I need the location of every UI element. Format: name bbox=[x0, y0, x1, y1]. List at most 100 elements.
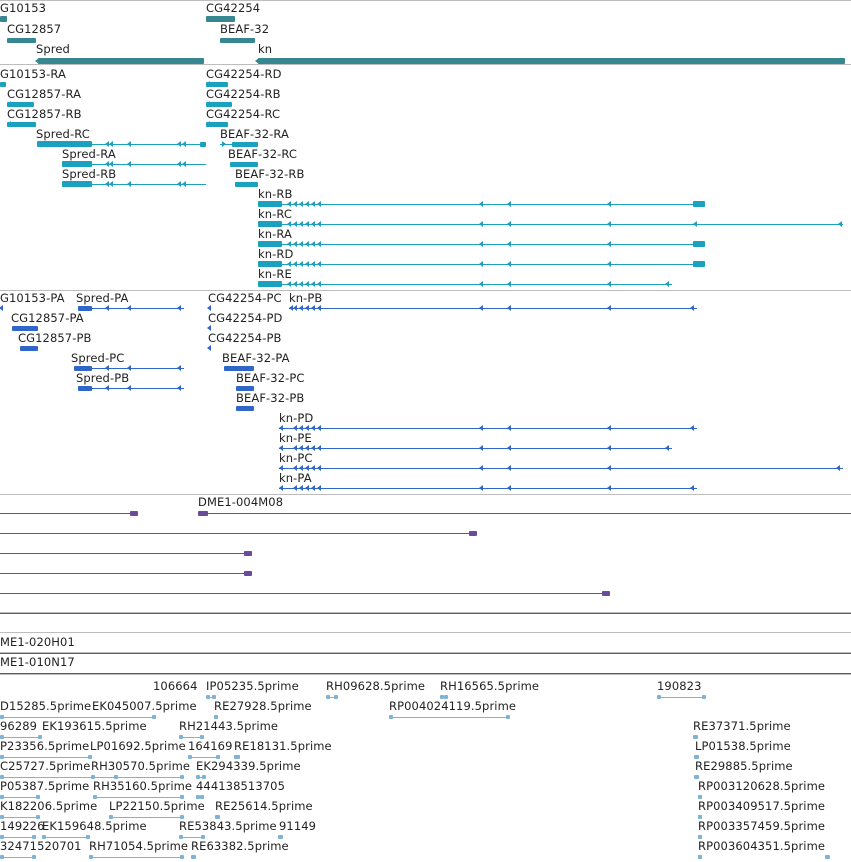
feature-label[interactable]: RH09628.5prime bbox=[326, 679, 426, 693]
feature-label[interactable]: CG12857-PA bbox=[11, 311, 84, 325]
gene-block[interactable] bbox=[258, 58, 845, 64]
est-end[interactable] bbox=[179, 735, 183, 739]
feature-line[interactable] bbox=[0, 593, 610, 594]
feature-line[interactable] bbox=[0, 837, 36, 838]
est-end[interactable] bbox=[440, 695, 444, 699]
feature-line[interactable] bbox=[0, 777, 118, 778]
feature-label[interactable]: LP22150.5prime bbox=[109, 799, 205, 813]
feature-label[interactable]: 32471520701 bbox=[0, 839, 82, 853]
feature-label[interactable]: kn-RA bbox=[258, 227, 292, 241]
est-end[interactable] bbox=[657, 695, 661, 699]
est-end[interactable] bbox=[698, 815, 702, 819]
est-end[interactable] bbox=[32, 835, 36, 839]
feature-label[interactable]: RE27928.5prime bbox=[214, 699, 312, 713]
clone-end[interactable] bbox=[469, 531, 477, 536]
feature-label[interactable]: RH16565.5prime bbox=[440, 679, 540, 693]
est-end[interactable] bbox=[180, 815, 184, 819]
est-end[interactable] bbox=[0, 715, 4, 719]
feature-label[interactable]: C25727.5prime bbox=[0, 759, 91, 773]
feature-label[interactable]: P05387.5prime bbox=[0, 779, 90, 793]
est-end[interactable] bbox=[0, 815, 4, 819]
exon-block[interactable] bbox=[258, 241, 282, 247]
feature-label[interactable]: IP05235.5prime bbox=[206, 679, 299, 693]
feature-label[interactable]: kn-PA bbox=[279, 471, 312, 485]
est-end[interactable] bbox=[334, 695, 338, 699]
feature-line[interactable] bbox=[93, 797, 184, 798]
feature-label[interactable]: kn-RC bbox=[258, 207, 293, 221]
est-end[interactable] bbox=[36, 815, 40, 819]
feature-label[interactable]: K182206.5prime bbox=[0, 799, 98, 813]
exon-block[interactable] bbox=[693, 261, 705, 267]
exon-block[interactable] bbox=[62, 181, 92, 187]
feature-label[interactable]: Spred-RB bbox=[62, 167, 117, 181]
gene-block[interactable] bbox=[38, 58, 204, 64]
feature-label[interactable]: RE25614.5prime bbox=[215, 799, 313, 813]
exon-block[interactable] bbox=[232, 142, 258, 147]
est-end[interactable] bbox=[0, 775, 4, 779]
feature-line[interactable] bbox=[289, 308, 697, 309]
est-end[interactable] bbox=[196, 795, 200, 799]
feature-label[interactable]: BEAF-32-PB bbox=[236, 391, 305, 405]
feature-label[interactable]: RE63382.5prime bbox=[191, 839, 289, 853]
feature-line[interactable] bbox=[279, 448, 672, 449]
est-end[interactable] bbox=[91, 775, 95, 779]
feature-label[interactable]: Spred-PC bbox=[71, 351, 125, 365]
feature-label[interactable]: RP003357459.5prime bbox=[698, 819, 826, 833]
est-end[interactable] bbox=[180, 775, 184, 779]
feature-label[interactable]: D15285.5prime bbox=[0, 699, 92, 713]
feature-label[interactable]: CG42254-PB bbox=[208, 331, 282, 345]
clone-end[interactable] bbox=[244, 571, 252, 576]
exon-block[interactable] bbox=[62, 161, 92, 167]
feature-label[interactable]: EK193615.5prime bbox=[42, 719, 147, 733]
exon-block[interactable] bbox=[236, 386, 254, 391]
feature-line[interactable] bbox=[0, 857, 36, 858]
feature-line[interactable] bbox=[220, 144, 232, 145]
feature-label[interactable]: RP003409517.5prime bbox=[698, 799, 826, 813]
feature-label[interactable]: CG12857-RA bbox=[7, 87, 82, 101]
est-end[interactable] bbox=[179, 835, 183, 839]
est-end[interactable] bbox=[444, 695, 448, 699]
feature-label[interactable]: BEAF-32-PC bbox=[236, 371, 305, 385]
feature-label[interactable]: BEAF-32-PA bbox=[222, 351, 290, 365]
est-end[interactable] bbox=[702, 695, 706, 699]
feature-line[interactable] bbox=[188, 757, 220, 758]
feature-label[interactable]: kn-RD bbox=[258, 247, 294, 261]
feature-label[interactable]: CG42254-PD bbox=[208, 311, 283, 325]
feature-label[interactable]: ME1-010N17 bbox=[0, 655, 75, 669]
est-end[interactable] bbox=[694, 755, 698, 759]
feature-line[interactable] bbox=[279, 468, 843, 469]
feature-label[interactable]: 164169 bbox=[188, 739, 233, 753]
feature-label[interactable]: CG42254-RC bbox=[206, 107, 281, 121]
exon-block[interactable] bbox=[78, 306, 92, 311]
est-end[interactable] bbox=[206, 695, 210, 699]
feature-label[interactable]: Spred-RC bbox=[36, 127, 90, 141]
feature-line[interactable] bbox=[282, 264, 705, 265]
feature-label[interactable]: kn bbox=[258, 42, 273, 56]
est-end[interactable] bbox=[192, 855, 196, 859]
exon-block[interactable] bbox=[224, 366, 254, 371]
feature-label[interactable]: 444138513705 bbox=[196, 779, 285, 793]
feature-label[interactable]: BEAF-32-RB bbox=[235, 167, 305, 181]
feature-label[interactable]: LP01692.5prime bbox=[90, 739, 186, 753]
feature-line[interactable] bbox=[92, 308, 184, 309]
feature-line[interactable] bbox=[92, 164, 206, 165]
est-end[interactable] bbox=[88, 755, 92, 759]
exon-block[interactable] bbox=[258, 281, 282, 287]
feature-line[interactable] bbox=[0, 653, 851, 654]
clone-end[interactable] bbox=[244, 551, 252, 556]
est-end[interactable] bbox=[698, 795, 702, 799]
feature-label[interactable]: CG42254-RB bbox=[206, 87, 281, 101]
est-end[interactable] bbox=[200, 735, 204, 739]
feature-line[interactable] bbox=[0, 613, 851, 614]
feature-line[interactable] bbox=[282, 284, 672, 285]
est-end[interactable] bbox=[89, 855, 93, 859]
est-end[interactable] bbox=[109, 815, 113, 819]
feature-line[interactable] bbox=[0, 533, 477, 534]
feature-label[interactable]: kn-PE bbox=[279, 431, 312, 445]
feature-label[interactable]: 96289 bbox=[0, 719, 38, 733]
feature-line[interactable] bbox=[0, 757, 92, 758]
feature-label[interactable]: RH30570.5prime bbox=[91, 759, 191, 773]
est-end[interactable] bbox=[93, 795, 97, 799]
feature-label[interactable]: RH35160.5prime bbox=[93, 779, 193, 793]
feature-label[interactable]: ME1-020H01 bbox=[0, 635, 75, 649]
